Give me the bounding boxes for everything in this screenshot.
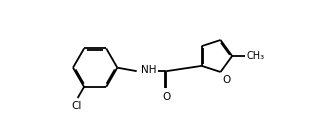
Text: NH: NH <box>141 65 157 75</box>
Text: CH₃: CH₃ <box>246 51 264 60</box>
Text: O: O <box>162 92 171 102</box>
Text: O: O <box>222 75 231 85</box>
Text: Cl: Cl <box>71 101 82 111</box>
